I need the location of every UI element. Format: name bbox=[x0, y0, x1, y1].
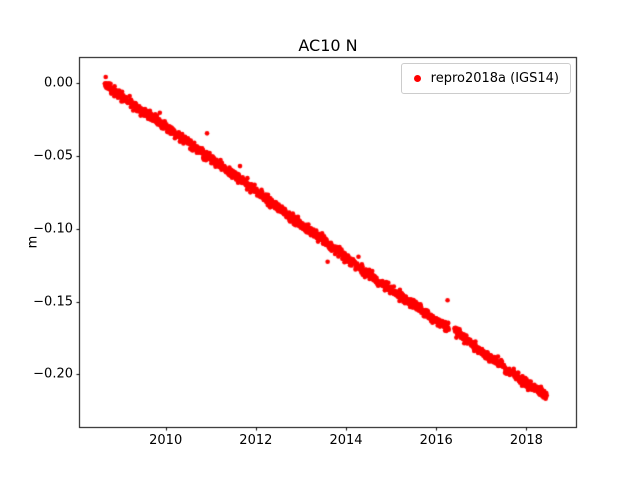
legend: repro2018a (IGS14) bbox=[400, 63, 571, 94]
y-tick-label: −0.10 bbox=[33, 221, 73, 237]
y-axis-label: m bbox=[25, 235, 41, 249]
y-tick-label: 0.00 bbox=[44, 75, 73, 91]
legend-marker-dot-icon bbox=[413, 75, 421, 82]
y-tick-label: −0.15 bbox=[33, 294, 73, 310]
y-tick-label: −0.20 bbox=[33, 366, 73, 382]
x-tick-label: 2018 bbox=[509, 433, 543, 448]
legend-entry-label: repro2018a (IGS14) bbox=[430, 71, 559, 86]
x-tick-label: 2010 bbox=[149, 433, 183, 448]
y-tick-label: −0.05 bbox=[33, 148, 73, 164]
x-tick-label: 2016 bbox=[419, 433, 453, 448]
x-tick-label: 2012 bbox=[239, 433, 273, 448]
chart-title: AC10 N bbox=[298, 36, 358, 55]
x-tick-label: 2014 bbox=[329, 433, 363, 448]
